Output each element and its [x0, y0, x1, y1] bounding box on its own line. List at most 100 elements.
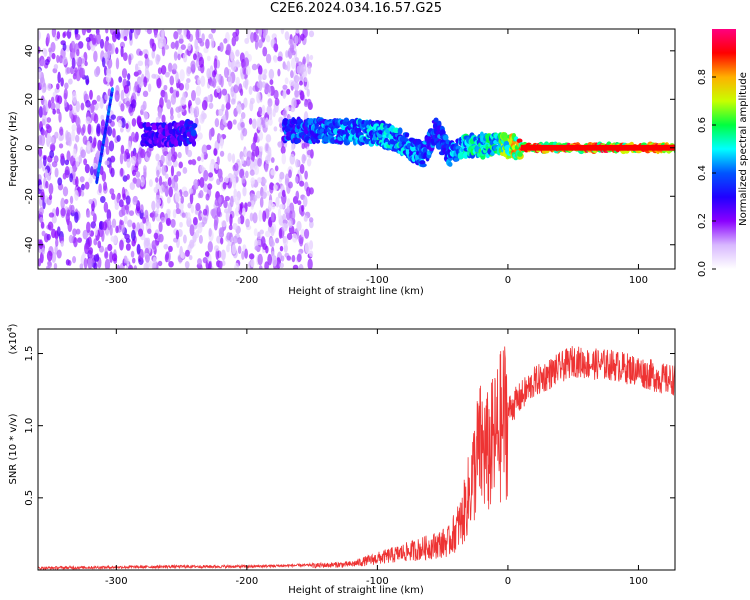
- spectrogram-cell: [230, 49, 235, 62]
- spectrogram-cell: [178, 161, 183, 169]
- spectrogram-cell: [173, 51, 178, 61]
- spectrogram-cell: [109, 188, 115, 195]
- spectrogram-cell: [107, 43, 113, 56]
- spectrogram-cell: [166, 217, 171, 227]
- spectrogram-cell: [148, 179, 153, 188]
- spectrogram-cell: [38, 147, 43, 157]
- spectrogram-cell: [142, 216, 146, 224]
- spectrogram-cell: [241, 250, 245, 260]
- spectrogram-cell: [167, 122, 173, 129]
- spectrogram-cell: [88, 199, 94, 205]
- spectrogram-cell: [74, 29, 79, 36]
- spectrogram-cell: [135, 178, 142, 188]
- spectrogram-cell: [289, 153, 296, 165]
- spectrogram-cell: [74, 211, 79, 223]
- spectrogram-cell: [237, 245, 242, 255]
- spectrogram-cell: [69, 155, 76, 167]
- spectrogram-cell: [41, 115, 47, 126]
- spectrogram-cell: [256, 117, 262, 125]
- spectrogram-cell: [245, 65, 251, 76]
- spectrogram-cell: [288, 38, 294, 46]
- spectrogram-cell: [219, 150, 225, 157]
- spectrogram-cell: [258, 29, 263, 38]
- spectrogram-cell: [137, 69, 142, 75]
- spectrogram-cell: [256, 177, 262, 184]
- spectrogram-cell: [261, 191, 267, 200]
- page-title: C2E6.2024.034.16.57.G25: [269, 1, 443, 16]
- spectrogram-cell: [185, 65, 191, 77]
- spectrogram-cell: [262, 46, 268, 57]
- spectrogram-cell: [193, 108, 198, 119]
- spectrogram-cell: [164, 44, 170, 50]
- spectrogram-cell: [157, 106, 163, 119]
- spectrogram-cell: [199, 164, 204, 173]
- colorbar-tick-label: 0.8: [697, 69, 708, 85]
- spectrogram-cell: [115, 47, 119, 55]
- spectrogram-cell: [258, 145, 264, 152]
- spectrogram-cell: [181, 212, 186, 218]
- spectrogram-cell: [282, 90, 287, 99]
- spectrogram-cell: [300, 228, 305, 238]
- spectrogram-cell: [307, 258, 313, 269]
- spectrogram-cell: [292, 264, 299, 269]
- spectrogram-cell: [158, 233, 164, 243]
- spectrogram-cell: [86, 29, 92, 33]
- spectrogram-cell: [442, 134, 449, 141]
- spectrogram-cell: [144, 209, 149, 219]
- spectrogram-cell: [201, 110, 206, 122]
- spectrogram-cell: [85, 99, 91, 108]
- spectrogram-cell: [294, 57, 299, 63]
- colorbar-gradient: [712, 29, 736, 269]
- spectrogram-cell: [101, 56, 106, 68]
- spectrogram-cell: [64, 198, 69, 205]
- spectrogram-cell: [242, 66, 246, 75]
- spectrogram-cell: [143, 76, 148, 88]
- spectrogram-cell: [166, 208, 171, 216]
- spectrogram-cell: [198, 56, 204, 68]
- spectrogram-cell: [277, 68, 281, 77]
- spectrogram-cell: [227, 75, 233, 87]
- spectrogram-cell: [258, 265, 263, 269]
- spectrogram-cell: [281, 189, 286, 198]
- spectrogram-cell: [227, 152, 232, 162]
- spectrogram-cell: [284, 173, 290, 184]
- spectrogram-cell: [273, 56, 278, 63]
- spectrogram-cell: [85, 75, 90, 86]
- spectrogram-cell: [267, 85, 272, 93]
- spectrogram-cell: [280, 146, 286, 155]
- spectrogram-cell: [82, 229, 89, 240]
- spectrogram-cell: [70, 204, 75, 214]
- spectrogram-cell: [220, 237, 224, 245]
- spectrogram-cell: [94, 67, 100, 78]
- spectrogram-cell: [275, 237, 280, 244]
- spectrogram-cell: [131, 99, 137, 109]
- spectrogram-cell: [56, 108, 61, 114]
- colorbar-tick-label: 0.4: [697, 165, 708, 181]
- spectrogram-cell: [160, 64, 167, 75]
- spectrogram-cell: [88, 247, 94, 255]
- spectrogram-cell: [76, 49, 80, 57]
- y-tick-label: -20: [24, 188, 35, 204]
- spectrogram-cell: [462, 151, 469, 159]
- spectrogram-cell: [38, 184, 44, 190]
- spectrogram-cell: [145, 122, 151, 128]
- spectrogram-cell: [177, 29, 182, 35]
- spectrogram-cell: [132, 222, 136, 230]
- spectrogram-cell: [77, 57, 82, 66]
- spectrogram-cell: [70, 40, 76, 53]
- spectrogram-cell: [210, 208, 216, 217]
- spectrogram-cell: [206, 55, 211, 62]
- spectrogram-cell: [77, 237, 82, 243]
- spectrogram-cell: [290, 70, 294, 79]
- spectrogram-cell: [219, 124, 224, 130]
- spectrogram-cell: [138, 228, 144, 237]
- spectrogram-cell: [220, 249, 226, 261]
- spectrogram-cell: [117, 119, 123, 128]
- spectrogram-cell: [160, 154, 165, 164]
- spectrogram-cell: [93, 254, 100, 262]
- spectrogram-cell: [268, 199, 274, 209]
- spectrogram-cell: [60, 153, 65, 160]
- spectrogram-cell: [82, 135, 88, 145]
- spectrogram-cell: [161, 164, 167, 176]
- spectrogram-cell: [194, 38, 198, 50]
